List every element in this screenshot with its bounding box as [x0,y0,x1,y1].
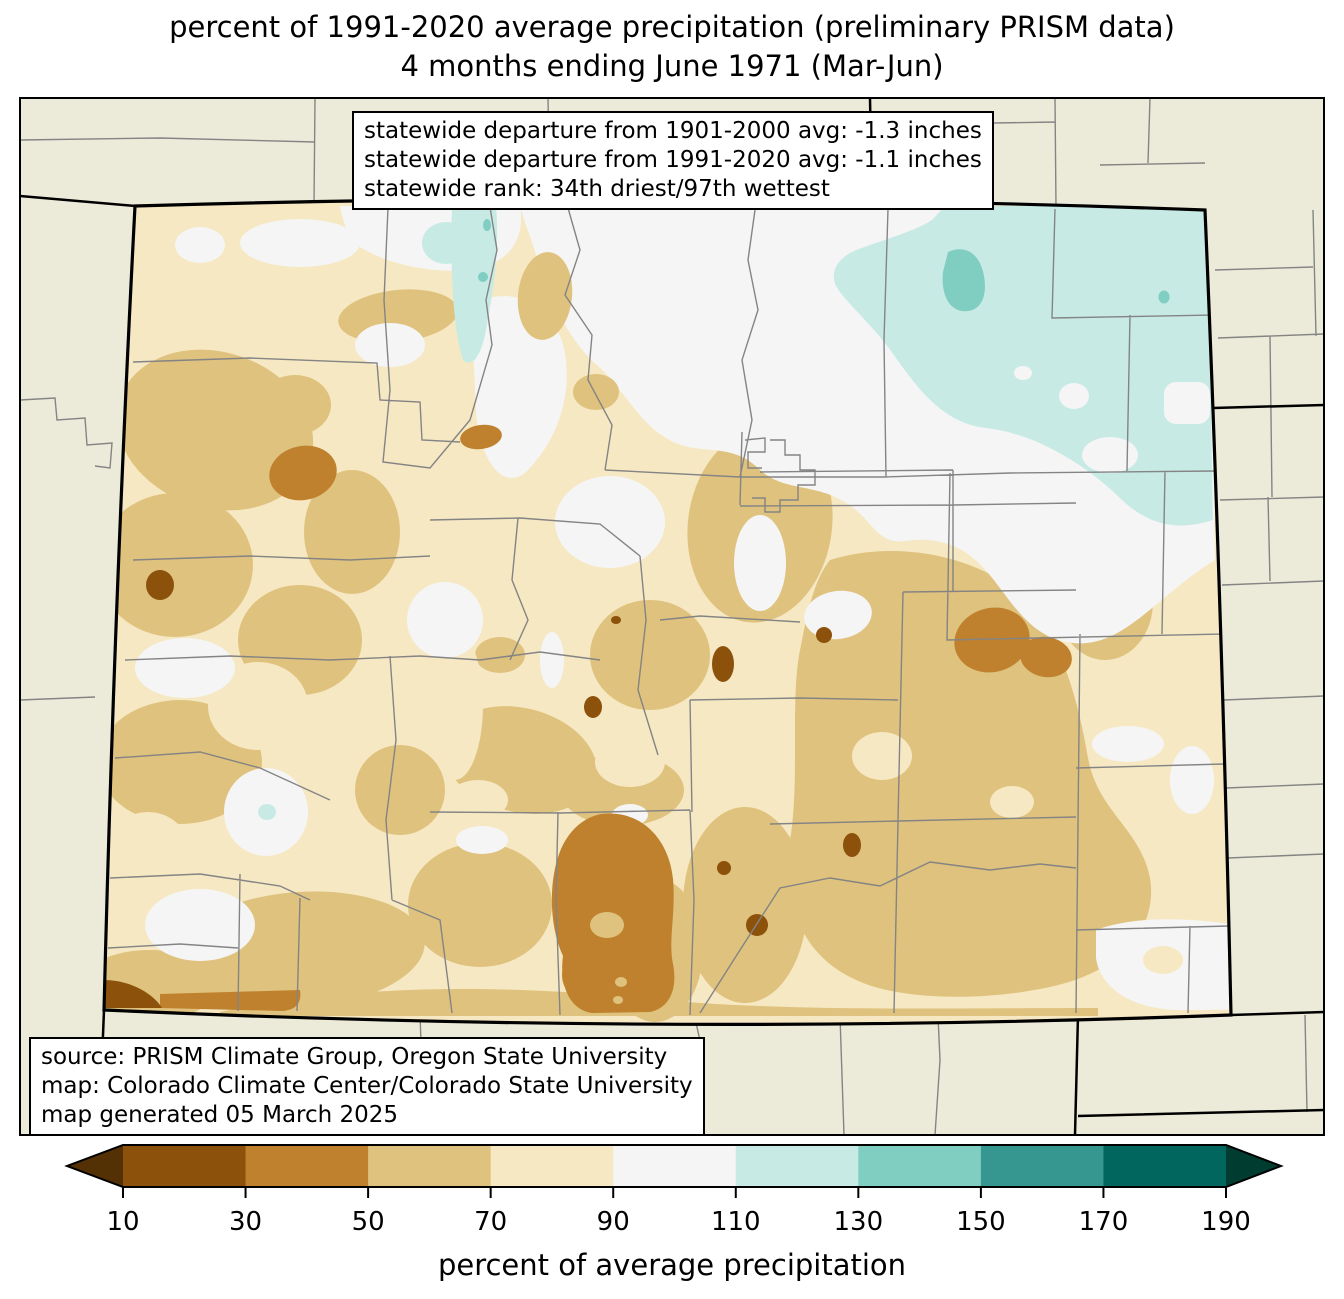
stats-line-3: statewide rank: 34th driest/97th wettest [364,176,830,202]
colorbar-ticks [122,1187,1227,1198]
colorbar-segment [735,1145,859,1187]
colorbar-tick-label: 50 [352,1207,385,1237]
colorbar-segment [490,1145,614,1187]
colorbar-segment [1103,1145,1227,1187]
colorbar-tick-label: 70 [474,1207,507,1237]
statewide-stats-box: statewide departure from 1901-2000 avg: … [352,111,994,210]
colorbar-tick-label: 130 [834,1207,884,1237]
precip-class-110-130-holes [1014,366,1210,473]
colorbar-segment [123,1145,247,1187]
title-line-1: percent of 1991-2020 average precipitati… [169,10,1175,44]
county-lines-colorado [107,206,1230,1016]
colorbar-tick-label: 110 [711,1207,761,1237]
colorbar-segments [123,1145,1227,1187]
title-line-2: 4 months ending June 1971 (Mar-Jun) [400,49,944,83]
source-box: source: PRISM Climate Group, Oregon Stat… [29,1037,705,1136]
source-line-2: map: Colorado Climate Center/Colorado St… [41,1073,693,1099]
source-line-3: map generated 05 March 2025 [41,1102,399,1128]
precip-class-50-70-accents [517,252,619,410]
colorbar-segment [368,1145,492,1187]
cream-dot-southeast [1143,946,1183,974]
stats-line-2: statewide departure from 1991-2020 avg: … [364,147,982,173]
colorbar-left-arrow [67,1145,123,1187]
colorbar-tick-labels: 10 30 50 70 90 110 130 150 170 190 [106,1207,1250,1237]
colorbar-segment [613,1145,737,1187]
colorbar-tick-label: 190 [1201,1207,1251,1237]
precip-class-70-90-pockets [106,585,1034,892]
figure-title: percent of 1991-2020 average precipitati… [0,8,1344,86]
colorbar-tick-label: 10 [106,1207,139,1237]
colorbar-tick-label: 170 [1079,1207,1129,1237]
colorbar-tick-label: 90 [597,1207,630,1237]
colorbar-segment [980,1145,1104,1187]
colorbar-segment [858,1145,982,1187]
colorbar-axis-label: percent of average precipitation [437,1248,907,1282]
source-line-1: source: PRISM Climate Group, Oregon Stat… [41,1044,668,1070]
stats-line-1: statewide departure from 1901-2000 avg: … [364,118,982,144]
precip-class-30-50-holes [590,912,627,1004]
precip-class-130-150 [478,219,1170,312]
colorbar-segment [245,1145,369,1187]
colorbar-tick-label: 150 [956,1207,1006,1237]
colorbar-right-arrow [1226,1145,1281,1187]
colorbar: 10 30 50 70 90 110 130 150 170 190 [64,1144,1284,1237]
colorbar-tick-label: 30 [229,1207,262,1237]
precip-class-10-30 [104,570,861,1008]
